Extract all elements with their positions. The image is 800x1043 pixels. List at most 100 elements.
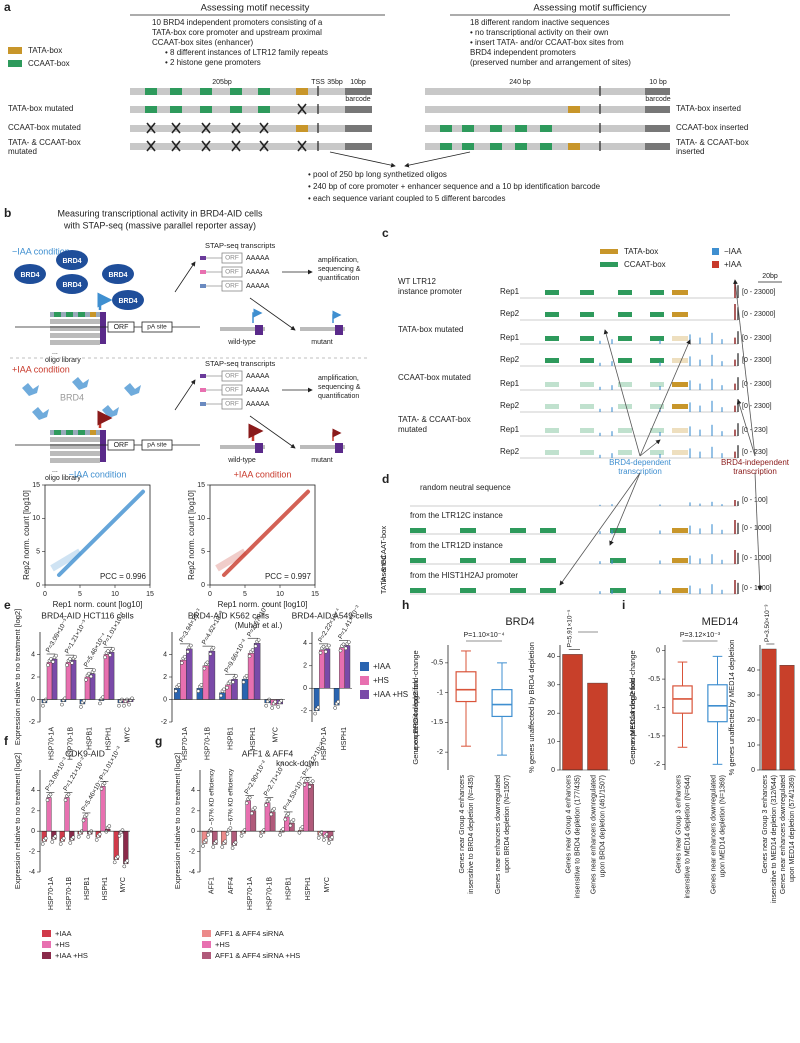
replicate-dot [305, 777, 310, 782]
shape [345, 125, 372, 132]
degraded-protein [124, 383, 141, 396]
label: (preserved number and arrangement of sit… [470, 58, 631, 67]
shape [230, 88, 242, 95]
replicate-dot [283, 817, 288, 822]
y-tick-label: 2 [31, 674, 35, 681]
y-tick-label: 4 [31, 651, 35, 658]
replicate-dot [102, 781, 107, 786]
shape [50, 340, 100, 345]
x-tick-label: insensitive to BRD4 depletion (N=435) [468, 775, 475, 894]
y-tick-label: 4 [163, 651, 167, 658]
mutation-cross [146, 140, 156, 152]
shape [568, 106, 580, 113]
replicate-dot [43, 836, 48, 841]
shape [141, 439, 173, 451]
replicate-dot [253, 805, 257, 810]
y-tick-label: -2 [161, 719, 167, 726]
shape [545, 450, 559, 455]
replicate-dot [188, 643, 193, 648]
label: TATA- & CCAAT-box [379, 526, 388, 594]
replicate-dot [76, 834, 81, 839]
label: +IAA [55, 929, 71, 938]
label: +IAA [724, 260, 742, 269]
shape [50, 444, 100, 449]
shape [425, 106, 670, 113]
label: • no transcriptional activity on their o… [470, 28, 608, 37]
replicate-dot [176, 683, 181, 687]
label: Rep2 [500, 447, 520, 456]
shape [712, 248, 719, 255]
shape [66, 430, 73, 435]
label: Rep1 norm. count [log10] [53, 600, 143, 609]
replicate-dot [264, 703, 269, 708]
correlation-cloud [57, 489, 145, 577]
replicate-dot [73, 654, 77, 659]
bar [308, 784, 314, 832]
y-tick-label: 2 [31, 808, 35, 815]
y-tick-label: 15 [197, 482, 205, 489]
replicate-dot [53, 834, 58, 839]
label: pA site [147, 324, 167, 331]
shape [545, 358, 559, 363]
label: Gene expression log2 fold-change [411, 650, 420, 764]
replicate-dot [322, 838, 326, 842]
y-tick-label: 10 [197, 515, 205, 522]
label: TATA-box core promoter and upstream prox… [152, 28, 322, 37]
shape [255, 325, 263, 335]
replicate-dot [82, 698, 86, 703]
x-tick-label: Genes near Group 4 enhancers [459, 775, 466, 874]
label: transcription [618, 467, 662, 476]
shape [100, 312, 106, 344]
bar [100, 786, 106, 832]
label: BRD4 [60, 392, 84, 402]
label: −IAA condition [69, 469, 127, 479]
bar [247, 653, 255, 700]
p-value: P=9.66×10⁻² [223, 637, 248, 674]
x-tick-label: HSP70-1A [182, 727, 189, 760]
label: upon MED14 depletion [628, 678, 637, 754]
label: sequencing & [318, 384, 361, 391]
label: [0 - 1000] [742, 585, 772, 592]
y-tick-label: 2 [163, 674, 167, 681]
shape [645, 125, 670, 132]
p-value: P=3.50×10⁻³ [764, 604, 771, 642]
replicate-dot [247, 654, 252, 659]
replicate-dot [228, 679, 232, 684]
x-tick-label: Genes near Group 4 enhancers [565, 775, 572, 874]
shape [296, 125, 308, 132]
shape [672, 358, 688, 363]
label: TSS [311, 79, 325, 86]
label: 18 different random inactive sequences [470, 18, 610, 27]
label: ORF [225, 269, 239, 276]
replicate-dot [253, 644, 258, 648]
label: +IAA condition [12, 364, 70, 374]
label: CCAAT-box mutated [8, 123, 81, 132]
label: +HS [55, 940, 70, 949]
bar [186, 648, 193, 700]
label: 10 bp [649, 79, 667, 86]
shape [200, 374, 206, 378]
label: −IAA condition [12, 246, 70, 256]
y-tick-label: 0 [201, 582, 205, 589]
p-value: P=3.12×10⁻³ [680, 632, 721, 639]
x-tick-label: HSP70-1B [266, 877, 273, 910]
legend-swatch [360, 690, 369, 699]
shape [545, 290, 559, 295]
replicate-dot [297, 830, 302, 835]
y-tick-label: 0 [36, 582, 40, 589]
y-tick-label: -2 [189, 848, 195, 855]
label: 35bp [327, 79, 343, 86]
x-tick-label: HSPH1 [102, 877, 109, 900]
shape [141, 321, 173, 333]
label: • 2 histone gene promoters [165, 58, 261, 67]
replicate-dot [241, 680, 246, 684]
label: CCAAT-box sites (enhancer) [152, 38, 254, 47]
degraded-protein [32, 407, 49, 420]
label: amplification, [318, 257, 359, 264]
arrow [603, 329, 641, 457]
replicate-dot [286, 812, 291, 816]
mutation-cross [171, 122, 181, 134]
bar [779, 665, 795, 771]
label: inserted [379, 556, 388, 583]
